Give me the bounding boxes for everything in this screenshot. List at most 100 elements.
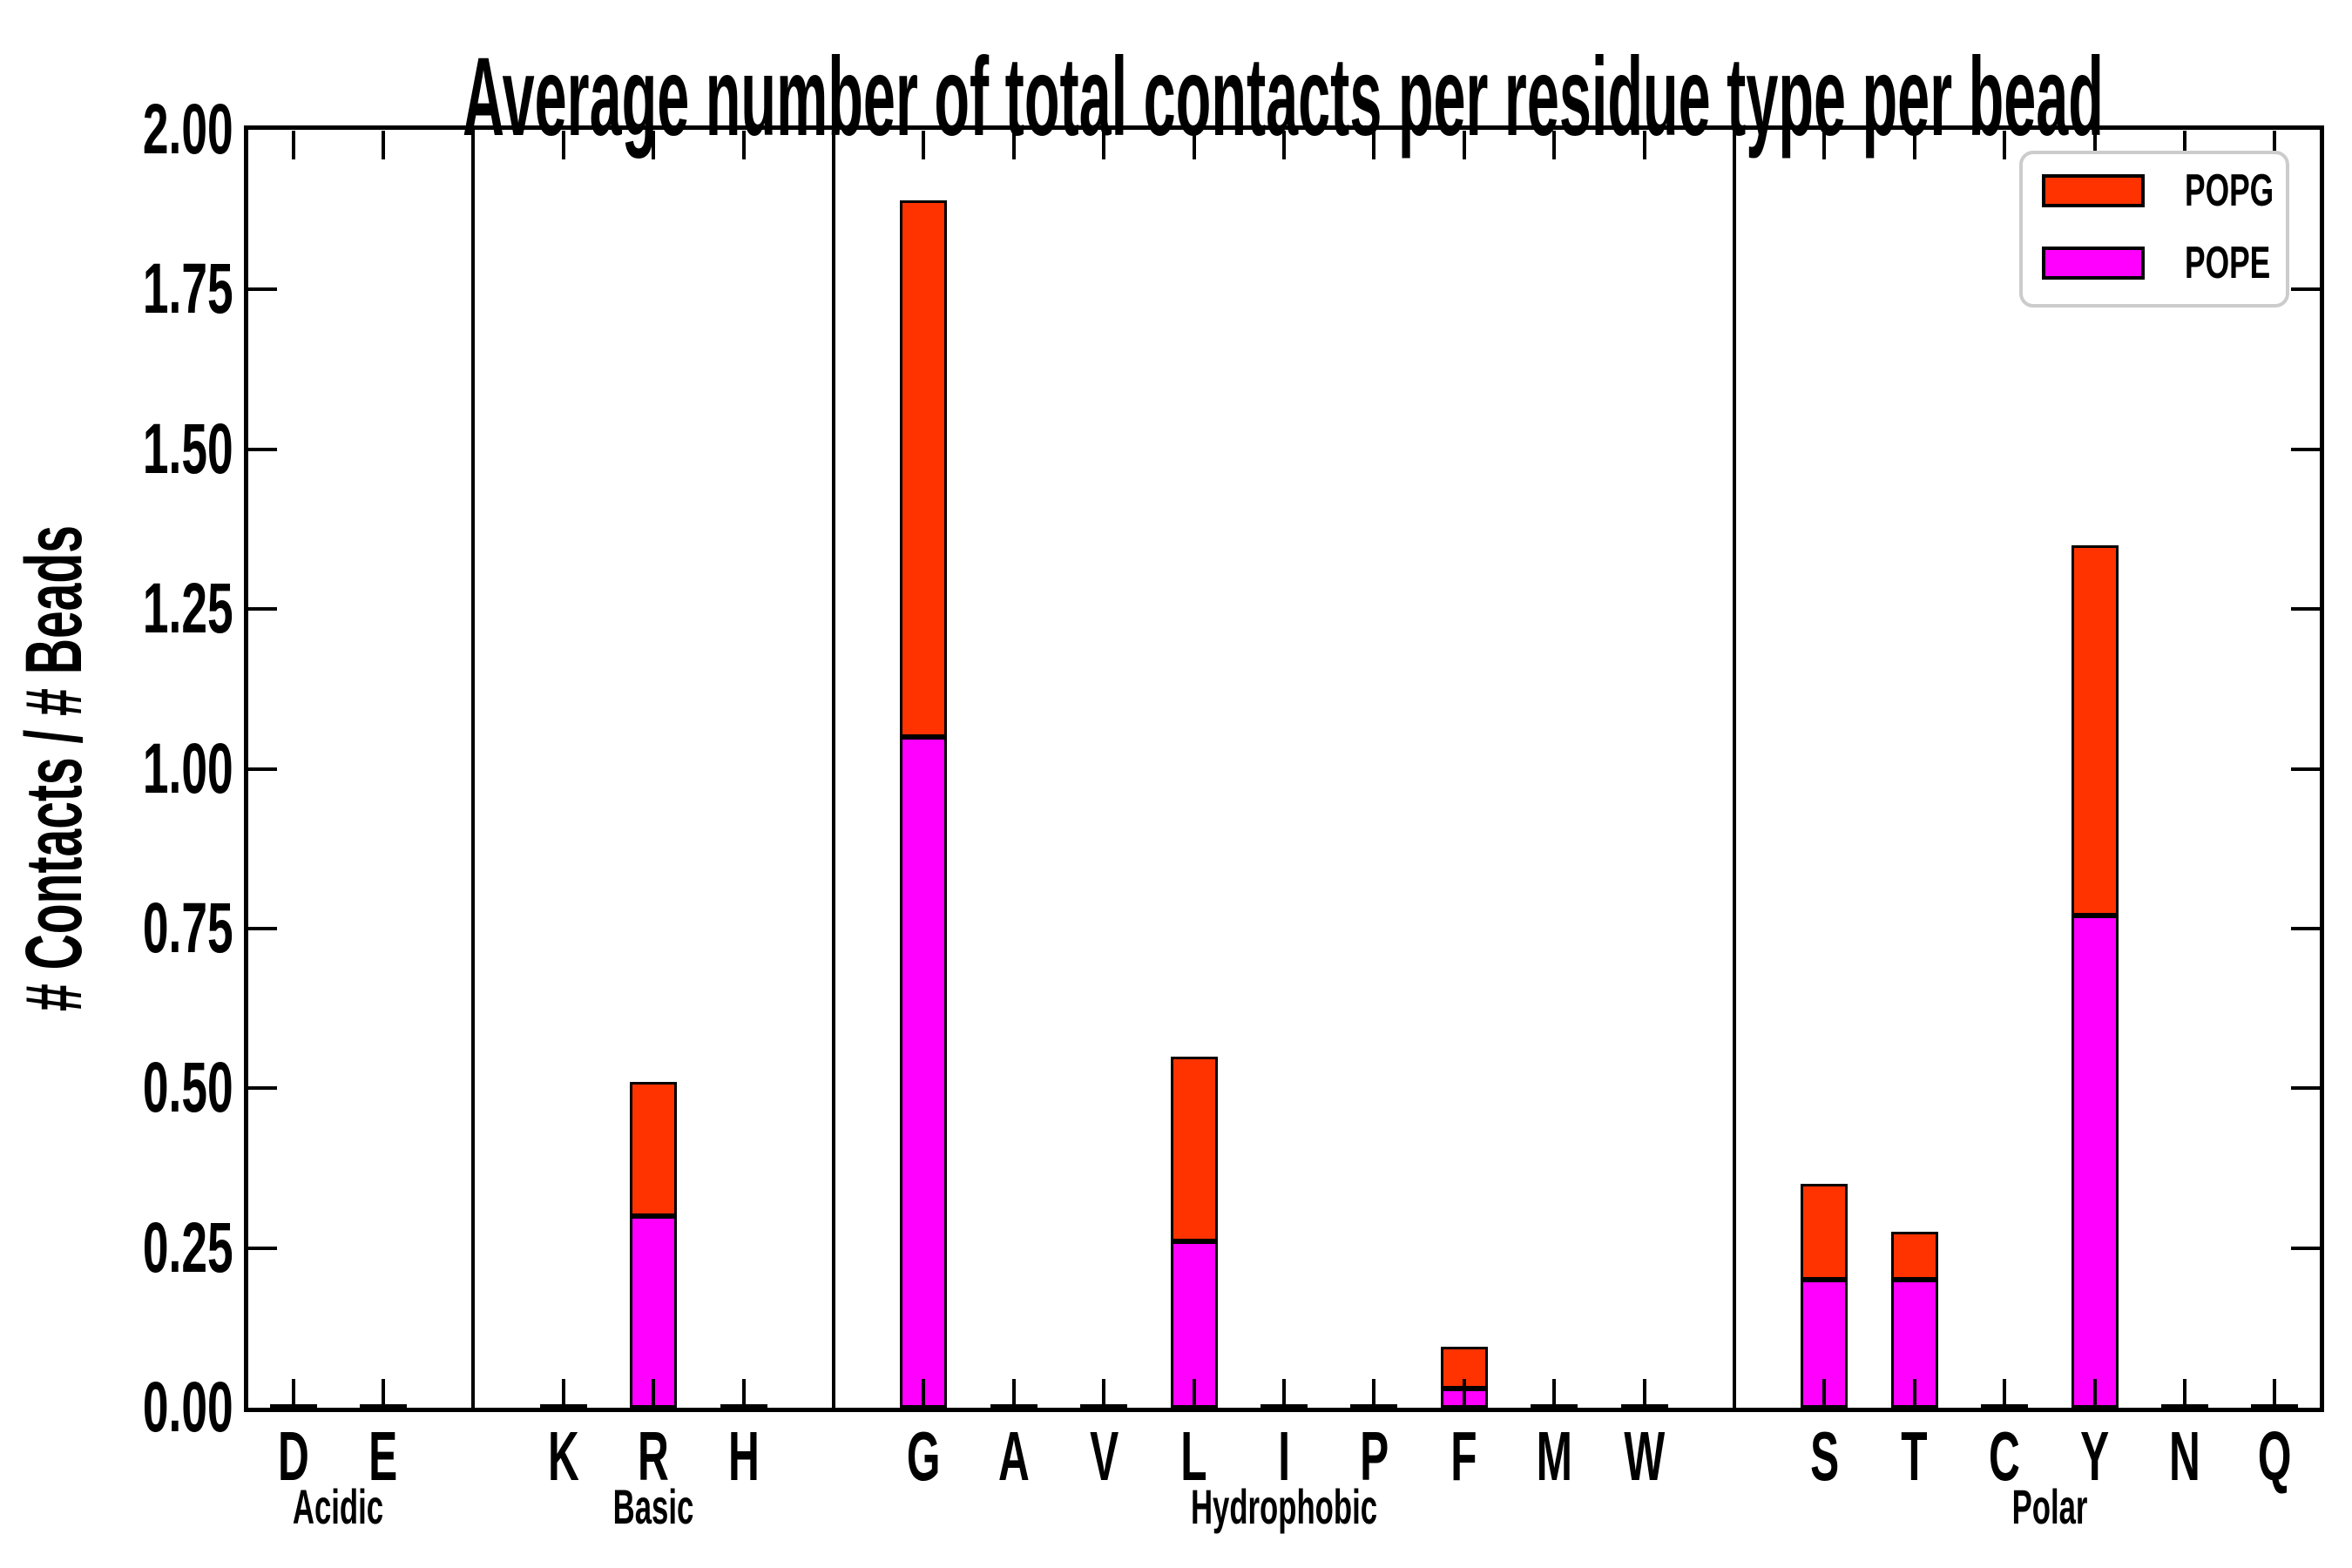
y-tick-label-text: 1.75 xyxy=(143,249,233,329)
x-tick-top xyxy=(1462,131,1466,159)
y-tick-label: 1.75 xyxy=(94,253,233,325)
y-tick-right xyxy=(2291,926,2320,930)
x-tick-top xyxy=(1822,131,1827,159)
y-axis-label: # Contacts / # Beads xyxy=(10,376,98,1160)
x-tick-top xyxy=(2092,131,2097,159)
legend-label-text: POPE xyxy=(2185,238,2271,288)
y-tick-label: 1.50 xyxy=(94,409,233,489)
bar-Y-popg xyxy=(2071,544,2119,916)
x-tick-label-text: Q xyxy=(2257,1417,2292,1495)
x-tick-bottom xyxy=(1642,1379,1646,1408)
group-label-text: Basic xyxy=(612,1479,694,1534)
x-tick-top xyxy=(2273,131,2277,159)
x-tick-label-text: K xyxy=(547,1417,579,1495)
x-tick-label-F: F xyxy=(1419,1422,1510,1491)
y-tick-left xyxy=(248,607,277,612)
x-tick-label-R: R xyxy=(608,1422,699,1491)
x-tick-label-text: D xyxy=(277,1417,309,1495)
y-tick-right xyxy=(2291,287,2320,292)
x-tick-bottom xyxy=(2003,1379,2007,1408)
x-tick-top xyxy=(291,131,295,159)
x-tick-label-Q: Q xyxy=(2229,1422,2320,1491)
x-tick-bottom xyxy=(741,1379,746,1408)
y-tick-left xyxy=(248,926,277,930)
legend-swatch-popg xyxy=(2042,174,2145,207)
x-tick-label-E: E xyxy=(338,1422,429,1491)
x-tick-bottom xyxy=(2182,1379,2186,1408)
x-tick-label-text: V xyxy=(1089,1417,1119,1495)
x-tick-label-Y: Y xyxy=(2050,1422,2140,1491)
plot-area xyxy=(244,125,2324,1412)
x-tick-bottom xyxy=(1102,1379,1106,1408)
x-tick-label-text: T xyxy=(1901,1417,1928,1495)
x-tick-label-G: G xyxy=(878,1422,969,1491)
y-tick-label-text: 0.00 xyxy=(143,1368,233,1447)
x-tick-top xyxy=(1912,131,1916,159)
x-tick-label-text: E xyxy=(368,1417,398,1495)
x-tick-top xyxy=(741,131,746,159)
x-tick-bottom xyxy=(652,1379,656,1408)
group-label-polar: Polar xyxy=(1989,1483,2111,1531)
x-tick-label-V: V xyxy=(1058,1422,1149,1491)
x-tick-bottom xyxy=(1282,1379,1286,1408)
x-tick-top xyxy=(382,131,386,159)
y-tick-label-text: 0.75 xyxy=(143,888,233,968)
x-tick-bottom xyxy=(2092,1379,2097,1408)
legend-row-pope: POPE xyxy=(2023,240,2286,286)
y-tick-right xyxy=(2291,767,2320,771)
legend-row-popg: POPG xyxy=(2023,168,2286,213)
x-tick-label-W: W xyxy=(1599,1422,1690,1491)
x-tick-label-text: P xyxy=(1359,1417,1389,1495)
x-tick-bottom xyxy=(922,1379,926,1408)
y-tick-left xyxy=(248,1086,277,1091)
y-tick-right xyxy=(2291,607,2320,612)
x-tick-bottom xyxy=(1462,1379,1466,1408)
bar-S-popg xyxy=(1801,1184,1848,1281)
x-tick-label-text: G xyxy=(907,1417,941,1495)
x-tick-label-text: A xyxy=(997,1417,1030,1495)
x-tick-label-D: D xyxy=(248,1422,339,1491)
y-tick-label: 0.25 xyxy=(94,1212,233,1284)
x-tick-top xyxy=(1192,131,1196,159)
y-tick-label-text: 1.00 xyxy=(143,728,233,808)
x-tick-top xyxy=(1642,131,1646,159)
x-tick-top xyxy=(1282,131,1286,159)
y-tick-label-text: 2.00 xyxy=(143,90,233,169)
x-tick-label-P: P xyxy=(1328,1422,1419,1491)
group-label-acidic: Acidic xyxy=(265,1483,411,1531)
x-tick-label-text: S xyxy=(1809,1417,1839,1495)
x-tick-label-T: T xyxy=(1869,1422,1960,1491)
y-tick-label: 2.00 xyxy=(94,94,233,166)
group-label-text: Polar xyxy=(2011,1479,2088,1534)
x-tick-top xyxy=(561,131,565,159)
legend-label-text: POPG xyxy=(2185,166,2274,216)
x-tick-top xyxy=(922,131,926,159)
x-tick-bottom xyxy=(1822,1379,1827,1408)
bar-T-popg xyxy=(1890,1232,1938,1281)
x-tick-label-C: C xyxy=(1959,1422,2050,1491)
x-tick-bottom xyxy=(291,1379,295,1408)
y-tick-label: 0.50 xyxy=(94,1052,233,1124)
y-tick-left xyxy=(248,287,277,292)
chart-title-text: Average number of total contacts per res… xyxy=(463,35,2104,159)
x-tick-label-text: I xyxy=(1278,1417,1290,1495)
x-tick-label-N: N xyxy=(2139,1422,2230,1491)
group-separator xyxy=(832,130,836,1408)
y-tick-label-text: 0.50 xyxy=(143,1048,233,1128)
legend-label: POPE xyxy=(2185,238,2311,288)
y-tick-label-text: 1.50 xyxy=(143,409,233,489)
x-tick-label-text: R xyxy=(638,1417,670,1495)
x-tick-top xyxy=(652,131,656,159)
bar-Y-pope xyxy=(2071,916,2119,1408)
x-tick-label-H: H xyxy=(699,1422,789,1491)
group-label-hydrophobic: Hydrophobic xyxy=(1133,1483,1434,1531)
x-tick-bottom xyxy=(1552,1379,1557,1408)
y-tick-label: 0.00 xyxy=(94,1372,233,1443)
x-tick-label-text: H xyxy=(727,1417,760,1495)
x-tick-label-A: A xyxy=(969,1422,1059,1491)
x-tick-top xyxy=(1102,131,1106,159)
x-tick-label-text: Y xyxy=(2079,1417,2110,1495)
x-tick-top xyxy=(1372,131,1376,159)
x-tick-label-text: C xyxy=(1989,1417,2021,1495)
